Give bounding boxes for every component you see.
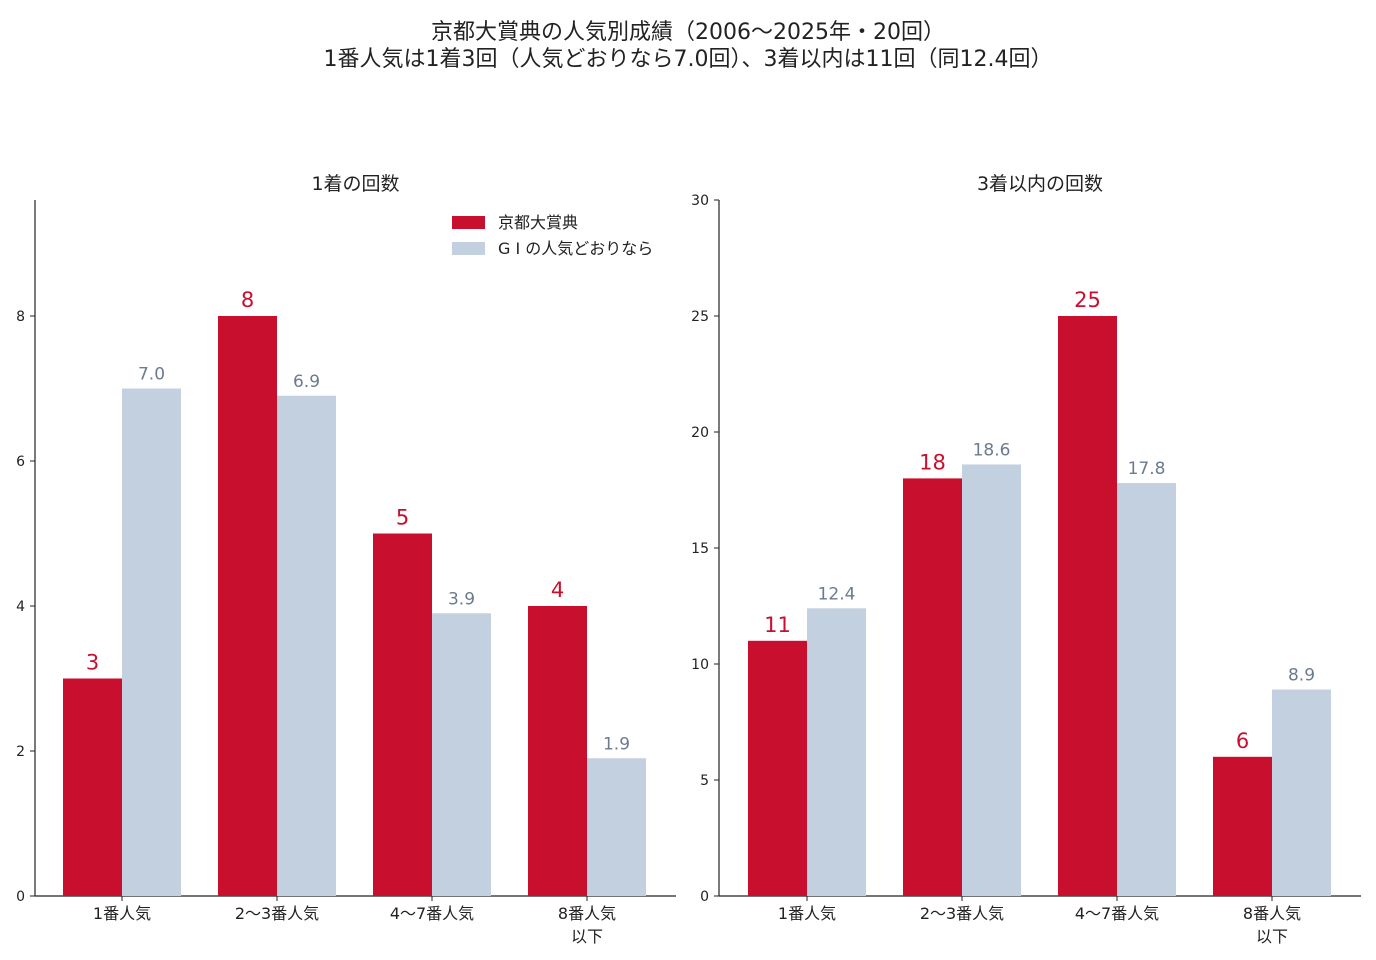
chart1-legend-label: 京都大賞典 xyxy=(498,213,578,232)
chart2-y-tick-label: 0 xyxy=(700,889,709,905)
chart1-data-label-actual: 5 xyxy=(396,506,409,530)
chart2-bar-expected xyxy=(962,464,1021,896)
chart1-y-tick-label: 6 xyxy=(16,454,25,470)
chart2-bar-expected xyxy=(1117,483,1176,896)
chart2-y-tick-label: 15 xyxy=(691,541,709,557)
chart1-data-label-actual: 3 xyxy=(86,651,99,675)
chart1-bar-expected xyxy=(277,395,336,896)
chart2-x-tick-label: 4〜7番人気 xyxy=(1075,904,1159,923)
figure-title-line1: 京都大賞典の人気別成績（2006〜2025年・20回） xyxy=(431,20,945,45)
chart1-y-tick-label: 8 xyxy=(16,309,25,325)
chart1-x-tick-label: 2〜3番人気 xyxy=(235,904,319,923)
chart2-y-tick-label: 25 xyxy=(691,309,709,325)
chart2-data-label-actual: 25 xyxy=(1074,288,1101,312)
chart2-bar-actual xyxy=(1213,756,1272,896)
chart2-y-tick-label: 30 xyxy=(691,193,709,209)
chart2-bar-actual xyxy=(1058,316,1117,896)
chart2-data-label-expected: 17.8 xyxy=(1128,459,1166,479)
chart1-data-label-actual: 8 xyxy=(241,288,254,312)
chart1-title: 1着の回数 xyxy=(311,173,399,195)
chart1-bar-expected xyxy=(432,613,491,896)
chart1-y-tick-label: 0 xyxy=(16,889,25,905)
chart2-data-label-actual: 11 xyxy=(764,613,791,637)
chart1-legend-label: G I の人気どおりなら xyxy=(498,239,653,258)
chart1-data-label-expected: 1.9 xyxy=(603,734,630,754)
chart1-legend-swatch xyxy=(452,242,485,255)
chart2-data-label-actual: 18 xyxy=(919,450,946,474)
chart1-data-label-expected: 3.9 xyxy=(448,589,475,609)
figure-title-line2: 1番人気は1着3回（人気どおりなら7.0回）、3着以内は11回（同12.4回） xyxy=(323,47,1053,72)
chart2-x-tick-label: 2〜3番人気 xyxy=(920,904,1004,923)
chart2-data-label-actual: 6 xyxy=(1236,729,1249,753)
chart2-bar-expected xyxy=(1272,689,1331,896)
chart2-title: 3着以内の回数 xyxy=(977,173,1103,195)
chart1-bar-actual xyxy=(63,678,122,896)
chart1-x-tick-label: 1番人気 xyxy=(93,904,151,923)
chart1-legend-swatch xyxy=(452,216,485,229)
chart1-data-label-expected: 7.0 xyxy=(138,365,165,385)
chart2-bar-actual xyxy=(903,478,962,896)
chart1-data-label-expected: 6.9 xyxy=(293,372,320,392)
chart1-bar-actual xyxy=(373,533,432,896)
chart1-y-tick-label: 4 xyxy=(16,599,25,615)
chart1-y-tick-label: 2 xyxy=(16,744,25,760)
chart2-data-label-expected: 18.6 xyxy=(973,440,1011,460)
chart2-y-tick-label: 20 xyxy=(691,425,709,441)
chart2-x-tick-label: 1番人気 xyxy=(778,904,836,923)
chart2-data-label-expected: 12.4 xyxy=(818,584,856,604)
chart1-x-tick-label: 8番人気 xyxy=(558,904,616,923)
chart2-x-tick-label: 8番人気 xyxy=(1243,904,1301,923)
chart1-data-label-actual: 4 xyxy=(551,578,564,602)
chart1-x-tick-label: 以下 xyxy=(571,927,603,946)
chart2-x-tick-label: 以下 xyxy=(1256,927,1288,946)
chart1-bar-actual xyxy=(528,606,587,896)
chart2-bar-expected xyxy=(807,608,866,896)
chart2-y-tick-label: 10 xyxy=(691,657,709,673)
chart1-bar-actual xyxy=(218,316,277,896)
chart1-bar-expected xyxy=(122,388,181,896)
chart1-x-tick-label: 4〜7番人気 xyxy=(390,904,474,923)
chart2-data-label-expected: 8.9 xyxy=(1288,666,1315,686)
chart2-bar-actual xyxy=(748,640,807,896)
chart1-bar-expected xyxy=(587,758,646,896)
chart2-y-tick-label: 5 xyxy=(700,773,709,789)
